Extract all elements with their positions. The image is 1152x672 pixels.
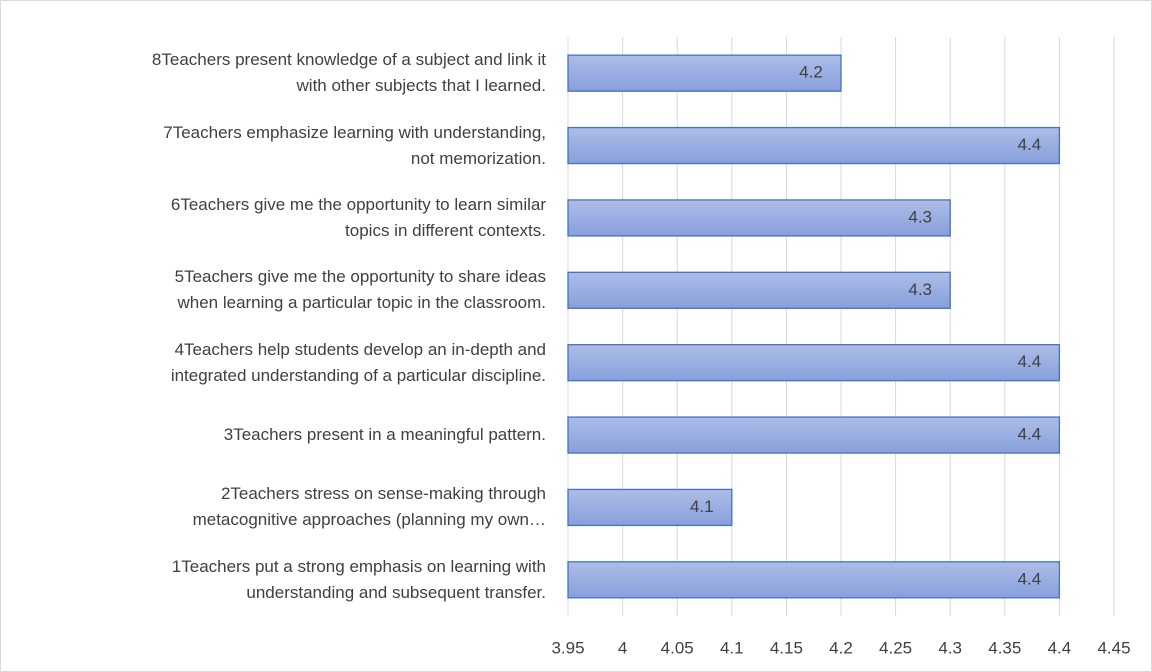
x-tick-label: 4.2 [829,638,853,657]
x-tick-label: 4.05 [661,638,694,657]
bar [567,344,1061,382]
data-label: 4.3 [908,280,932,299]
data-label: 4.1 [690,497,714,516]
bar [567,561,1061,599]
x-tick-label: 4.35 [988,638,1021,657]
y-tick-label: 5Teachers give me the opportunity to sha… [174,267,546,313]
bar [567,54,842,92]
y-tick-label: 7Teachers emphasize learning with unders… [163,122,546,168]
x-tick-label: 4.3 [938,638,962,657]
bar [567,199,951,237]
x-tick-label: 4.1 [720,638,744,657]
x-tick-label: 3.95 [551,638,584,657]
data-label: 4.4 [1018,569,1042,588]
y-tick-label: 8Teachers present knowledge of a subject… [151,50,546,96]
data-label: 4.4 [1018,135,1042,154]
x-tick-label: 4.25 [879,638,912,657]
x-tick-label: 4 [618,638,627,657]
x-tick-label: 4.15 [770,638,803,657]
y-tick-label: 4Teachers help students develop an in-de… [170,339,546,385]
bar [567,416,1061,454]
x-tick-label: 4.4 [1048,638,1072,657]
data-label: 4.4 [1018,352,1042,371]
y-tick-label: 1Teachers put a strong emphasis on learn… [171,556,546,602]
data-label: 4.2 [799,63,823,82]
x-tick-label: 4.45 [1097,638,1130,657]
y-tick-label: 2Teachers stress on sense-making through… [192,484,546,530]
bar [567,271,951,309]
bar [567,488,733,527]
bar [567,126,1061,165]
y-tick-label: 3Teachers present in a meaningful patter… [223,425,546,445]
y-tick-label: 6Teachers give me the opportunity to lea… [170,194,546,240]
data-label: 4.3 [908,207,932,226]
data-label: 4.4 [1018,425,1042,444]
